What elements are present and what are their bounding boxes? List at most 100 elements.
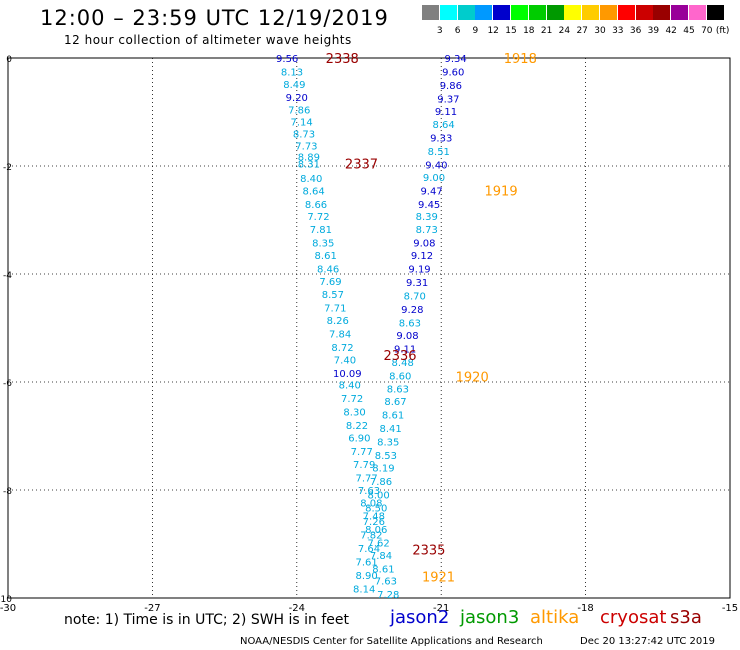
wave-height-point: 7.63 [358,486,380,497]
wave-height-point: 7.48 [363,511,385,522]
wave-height-point: 9.40 [425,160,447,171]
wave-height-point: 9.19 [408,265,430,276]
pass-time-label: 1921 [422,570,455,585]
wave-height-point: 8.35 [377,437,399,448]
wave-height-point: 7.84 [329,329,351,340]
wave-height-point: 7.62 [367,538,389,549]
wave-height-point: 9.11 [435,107,457,118]
x-tick-label: -15 [722,603,738,614]
wave-height-point: 8.49 [283,80,305,91]
wave-height-point: 8.61 [315,251,337,262]
wave-height-point: 8.30 [343,408,365,419]
colorbar-tick-label: 6 [454,26,461,36]
y-tick-label: -6 [3,379,12,389]
wave-height-point: 9.11 [394,345,416,356]
y-tick-label: -4 [3,271,12,281]
colorbar-swatch [546,5,564,20]
wave-height-point: 8.66 [305,200,327,211]
pass-time-label: 1920 [456,371,489,386]
colorbar-tick-label: 45 [683,26,695,36]
wave-height-point: 7.86 [288,105,310,116]
wave-height-point: 8.31 [298,159,320,170]
wave-height-point: 8.64 [303,186,325,197]
wave-height-point: 9.33 [430,133,452,144]
pass-time-label: 2337 [345,157,378,172]
colorbar-tick-label: 21 [540,26,553,36]
wave-height-point: 7.77 [355,474,377,485]
wave-height-point: 8.61 [372,564,394,575]
wave-height-point: 8.26 [327,316,349,327]
wave-height-point: 7.86 [370,477,392,488]
wave-height-point: 8.48 [392,358,414,369]
wave-height-point: 9.28 [401,305,423,316]
x-tick-label: -30 [0,603,16,614]
colorbar-tick-label: 18 [523,26,535,36]
colorbar-tick-label: 42 [665,26,677,36]
wave-height-point: 8.89 [298,152,320,163]
wave-height-point: 8.73 [416,225,438,236]
wave-height-point: 8.19 [372,463,394,474]
wave-height-point: 7.81 [310,225,332,236]
wave-height-point: 7.79 [353,460,375,471]
wave-height-point: 8.00 [367,490,389,501]
wave-height-point: 7.28 [377,590,399,601]
wave-height-point: 8.61 [382,410,404,421]
wave-height-point: 7.84 [370,551,392,562]
chart-title: 12:00 – 23:59 UTC 12/19/2019 [40,6,389,30]
wave-height-point: 6.90 [348,434,370,445]
wave-height-point: 7.14 [290,118,312,129]
colorbar-swatch [617,5,635,20]
colorbar-tick-label: 33 [612,26,624,36]
wave-height-point: 7.61 [355,557,377,568]
pass-time-label: 1918 [504,52,537,67]
wave-height-point: 7.73 [295,141,317,152]
wave-height-point: 9.86 [440,81,462,92]
wave-height-point: 7.69 [319,277,341,288]
legend-item-cryosat: cryosat [600,607,667,628]
pass-time-label: 1919 [485,184,518,199]
colorbar-swatch [671,5,689,20]
wave-height-point: 7.63 [375,577,397,588]
wave-height-point: 7.77 [351,447,373,458]
wave-height-point: 8.57 [322,290,344,301]
wave-height-point: 9.08 [413,239,435,250]
colorbar-tick-label: 9 [472,26,479,36]
colorbar-swatch [493,5,511,20]
wave-height-point: 7.64 [358,544,380,555]
wave-height-point: 10.09 [333,369,362,380]
wave-height-point: 7.40 [334,355,356,366]
colorbar-swatch [653,5,671,20]
wave-height-point: 9.00 [423,173,445,184]
colorbar-tick-label: 30 [594,26,606,36]
colorbar-swatch [457,5,475,20]
wave-height-point: 9.20 [286,93,308,104]
wave-height-point: 8.67 [384,397,406,408]
wave-height-point: 8.13 [281,68,303,79]
wave-height-point: 7.82 [360,530,382,541]
wave-height-point: 8.50 [365,503,387,514]
wave-height-point: 9.37 [437,95,459,106]
note-text: note: 1) Time is in UTC; 2) SWH is in fe… [64,612,350,628]
x-tick-label: -21 [433,603,449,614]
x-tick-label: -18 [577,603,593,614]
wave-height-point: 9.34 [445,54,467,65]
wave-height-point: 9.56 [276,54,298,65]
colorbar-swatch [635,5,653,20]
wave-height-point: 8.39 [416,212,438,223]
wave-height-point: 8.46 [317,265,339,276]
pass-time-label: 2335 [412,543,445,558]
colorbar-swatch [706,5,724,20]
wave-height-point: 8.70 [404,292,426,303]
wave-height-point: 8.41 [380,424,402,435]
wave-height-point: 9.08 [396,331,418,342]
wave-height-point: 8.60 [389,372,411,383]
colorbar-swatch [564,5,582,20]
x-tick-label: -27 [144,603,160,614]
plot-frame [7,57,731,599]
wave-height-point: 8.22 [346,421,368,432]
y-tick-label: -8 [3,487,12,497]
x-tick-label: -24 [289,603,305,614]
wave-height-point: 9.47 [420,186,442,197]
